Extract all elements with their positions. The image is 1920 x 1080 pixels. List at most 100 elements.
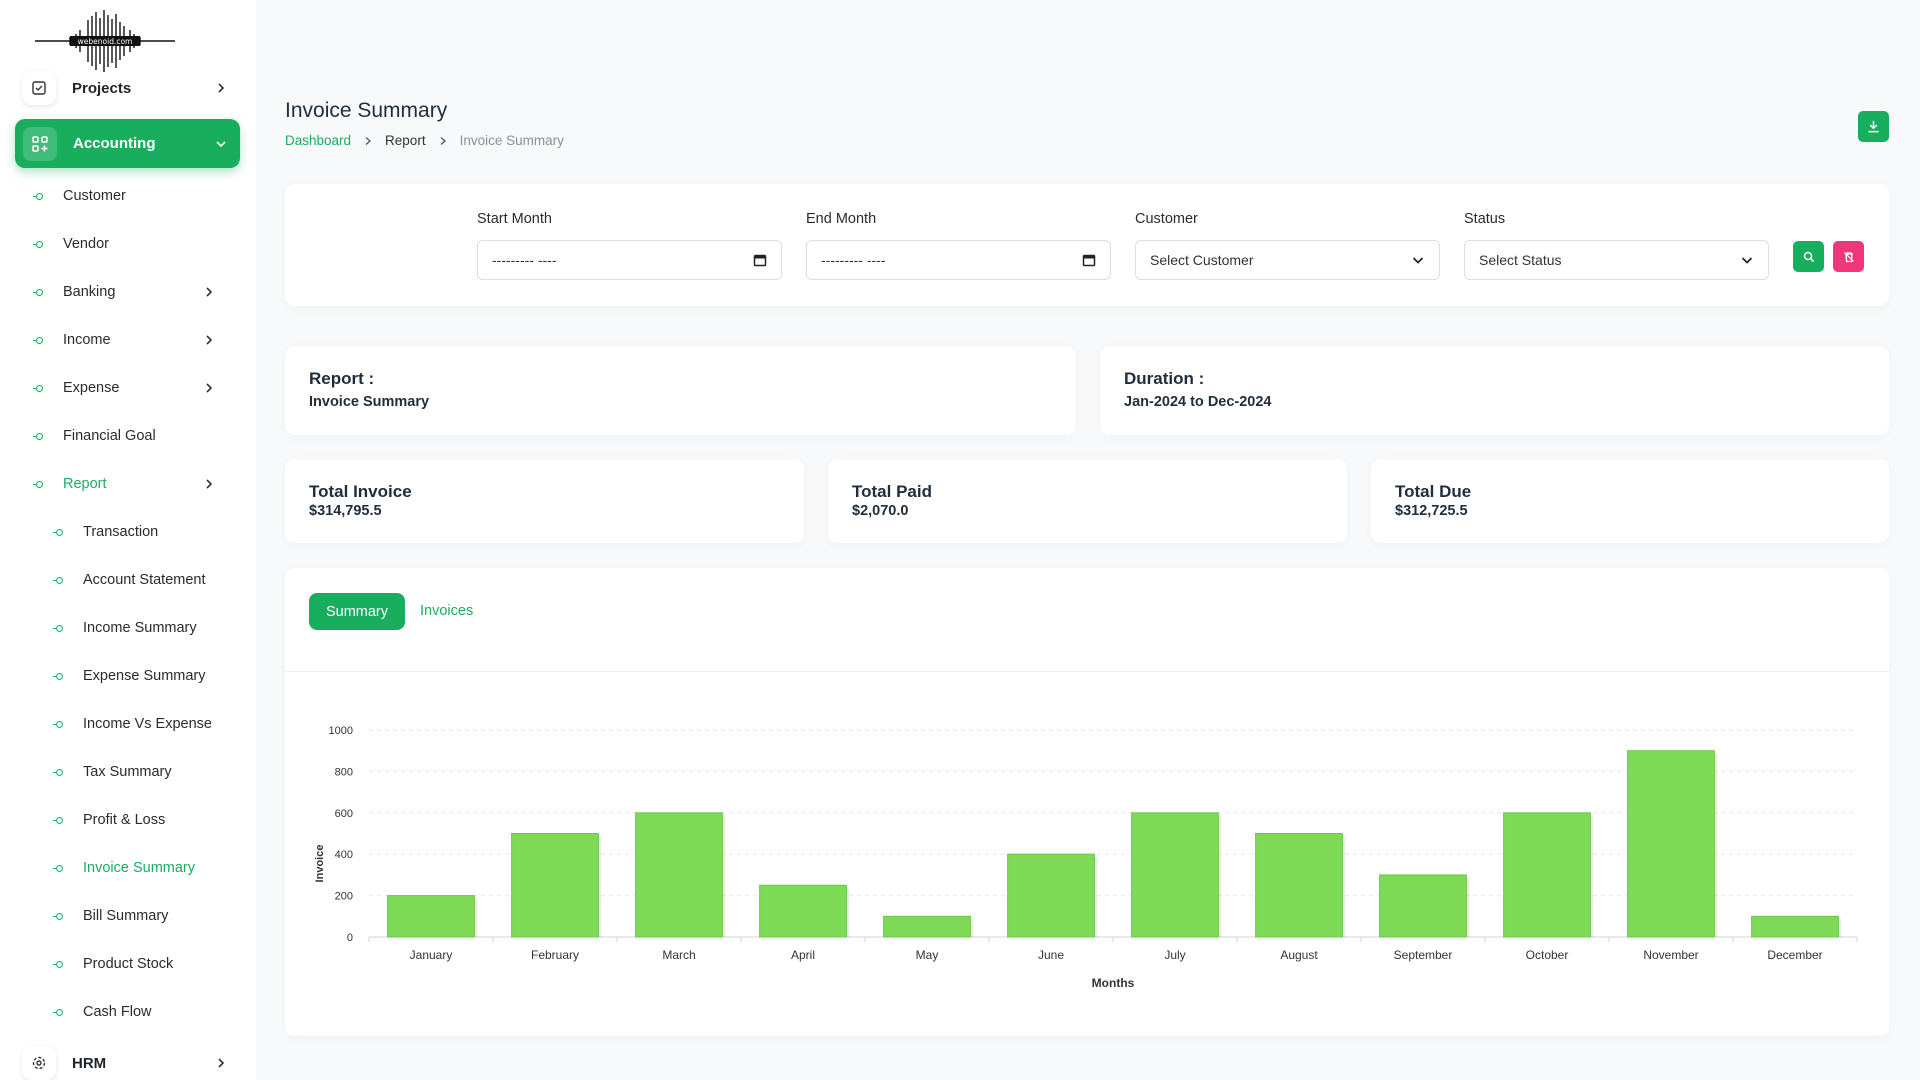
bullet-icon — [53, 624, 63, 632]
sidebar-item-expense-summary[interactable]: Expense Summary — [53, 664, 256, 688]
sidebar-item-invoice-summary[interactable]: Invoice Summary — [53, 856, 256, 880]
breadcrumb-current: Invoice Summary — [459, 133, 564, 148]
x-tick-label: February — [531, 948, 579, 962]
sidebar-item-report[interactable]: Report — [33, 472, 236, 496]
bar-september — [1379, 874, 1467, 938]
status-select-value: Select Status — [1479, 252, 1562, 268]
filter-card: Start Month --------- ---- End Month ---… — [285, 184, 1889, 306]
sidebar-item-tax-summary[interactable]: Tax Summary — [53, 760, 256, 784]
sidebar-item-financial-goal[interactable]: Financial Goal — [33, 424, 236, 448]
sidebar-item-label: Vendor — [63, 236, 109, 252]
sidebar-item-label: Expense Summary — [83, 668, 206, 684]
sidebar-item-projects[interactable]: Projects — [22, 71, 242, 105]
report-label: Report : — [309, 369, 375, 388]
customer-label: Customer — [1135, 211, 1198, 227]
sidebar-item-hrm[interactable]: HRM — [22, 1046, 242, 1080]
chart-card — [285, 568, 1889, 1036]
bar-august — [1255, 833, 1343, 938]
bullet-icon — [53, 816, 63, 824]
page-title: Invoice Summary — [285, 99, 448, 122]
duration-label: Duration : — [1124, 369, 1205, 388]
total-invoice-value: $314,795.5 — [309, 503, 382, 519]
bullet-icon — [53, 720, 63, 728]
bullet-icon — [53, 672, 63, 680]
bar-october — [1503, 812, 1591, 938]
bullet-icon — [33, 240, 43, 248]
sidebar-item-banking[interactable]: Banking — [33, 280, 236, 304]
total-invoice-label: Total Invoice — [309, 482, 412, 501]
start-month-field[interactable]: --------- ---- — [477, 240, 782, 280]
chevron-right-icon — [206, 383, 213, 393]
total-due-card: Total Due $312,725.5 — [1371, 459, 1889, 543]
breadcrumb-dashboard[interactable]: Dashboard — [285, 133, 352, 148]
total-paid-card: Total Paid $2,070.0 — [828, 459, 1347, 543]
bullet-icon — [53, 912, 63, 920]
sidebar-item-accounting[interactable]: Accounting — [15, 119, 240, 168]
chevron-down-icon — [216, 140, 226, 147]
reset-button[interactable] — [1833, 241, 1864, 272]
sidebar-item-profit-loss[interactable]: Profit & Loss — [53, 808, 256, 832]
sidebar-item-label: Banking — [63, 284, 116, 300]
invoice-bar-chart: 0 200 400 600 800 1000 January February March Apr… — [314, 725, 1858, 990]
bullet-icon — [53, 576, 63, 584]
sidebar-item-income-vs-expense[interactable]: Income Vs Expense — [53, 712, 256, 736]
sidebar-item-income[interactable]: Income — [33, 328, 236, 352]
x-tick-label: November — [1643, 948, 1698, 962]
x-tick-label: March — [662, 948, 695, 962]
chevron-right-icon — [206, 287, 213, 297]
x-tick-label: December — [1767, 948, 1822, 962]
sidebar-item-label: Report — [63, 476, 107, 492]
sidebar-item-label: Customer — [63, 188, 126, 204]
sidebar-item-expense[interactable]: Expense — [33, 376, 236, 400]
end-month-value: --------- ---- — [821, 252, 886, 268]
x-tick-label: May — [916, 948, 939, 962]
x-tick-label: January — [410, 948, 453, 962]
breadcrumb-report[interactable]: Report — [385, 133, 426, 148]
search-icon — [1803, 251, 1814, 262]
brand-logo[interactable]: webenoid.com — [30, 6, 180, 76]
sidebar-item-label: Projects — [72, 79, 132, 97]
report-value: Invoice Summary — [309, 394, 430, 410]
settings-icon — [22, 1046, 56, 1080]
bar-april — [759, 884, 847, 938]
report-info-card: Report : Invoice Summary — [285, 346, 1076, 435]
sidebar: webenoid.com Projects Accounting Custome… — [0, 0, 256, 1080]
tab-invoices[interactable]: Invoices — [420, 603, 474, 619]
duration-value: Jan-2024 to Dec-2024 — [1124, 394, 1272, 410]
y-tick-label: 0 — [347, 932, 353, 944]
sidebar-item-transaction[interactable]: Transaction — [53, 520, 256, 544]
sidebar-item-product-stock[interactable]: Product Stock — [53, 952, 256, 976]
sidebar-item-label: Income — [63, 332, 111, 348]
chevron-right-icon — [365, 136, 372, 145]
start-month-value: --------- ---- — [492, 252, 557, 268]
bar-march — [635, 812, 723, 938]
end-month-field[interactable]: --------- ---- — [806, 240, 1111, 280]
x-tick-label: June — [1038, 948, 1064, 962]
sidebar-item-account-statement[interactable]: Account Statement — [53, 568, 256, 592]
sidebar-item-label: Account Statement — [83, 572, 206, 588]
sidebar-item-income-summary[interactable]: Income Summary — [53, 616, 256, 640]
sidebar-item-customer[interactable]: Customer — [33, 184, 236, 208]
bullet-icon — [33, 480, 43, 488]
sidebar-item-label: Product Stock — [83, 956, 174, 972]
chevron-right-icon — [206, 479, 213, 489]
total-paid-label: Total Paid — [852, 482, 932, 501]
search-button[interactable] — [1793, 241, 1824, 272]
calendar-icon — [753, 254, 767, 267]
x-tick-label: September — [1394, 948, 1453, 962]
tab-summary[interactable]: Summary — [309, 593, 405, 630]
x-tick-label: August — [1280, 948, 1318, 962]
sidebar-item-vendor[interactable]: Vendor — [33, 232, 236, 256]
bar-july — [1131, 812, 1219, 938]
bullet-icon — [33, 288, 43, 296]
customer-select[interactable]: Select Customer — [1135, 240, 1440, 280]
y-tick-label: 200 — [335, 891, 353, 903]
status-select[interactable]: Select Status — [1464, 240, 1769, 280]
bar-december — [1751, 915, 1839, 938]
y-tick-label: 800 — [335, 766, 353, 778]
customer-select-value: Select Customer — [1150, 252, 1254, 268]
sidebar-item-cash-flow[interactable]: Cash Flow — [53, 1000, 256, 1024]
download-button[interactable] — [1858, 111, 1889, 142]
sidebar-item-bill-summary[interactable]: Bill Summary — [53, 904, 256, 928]
total-paid-value: $2,070.0 — [852, 503, 909, 519]
